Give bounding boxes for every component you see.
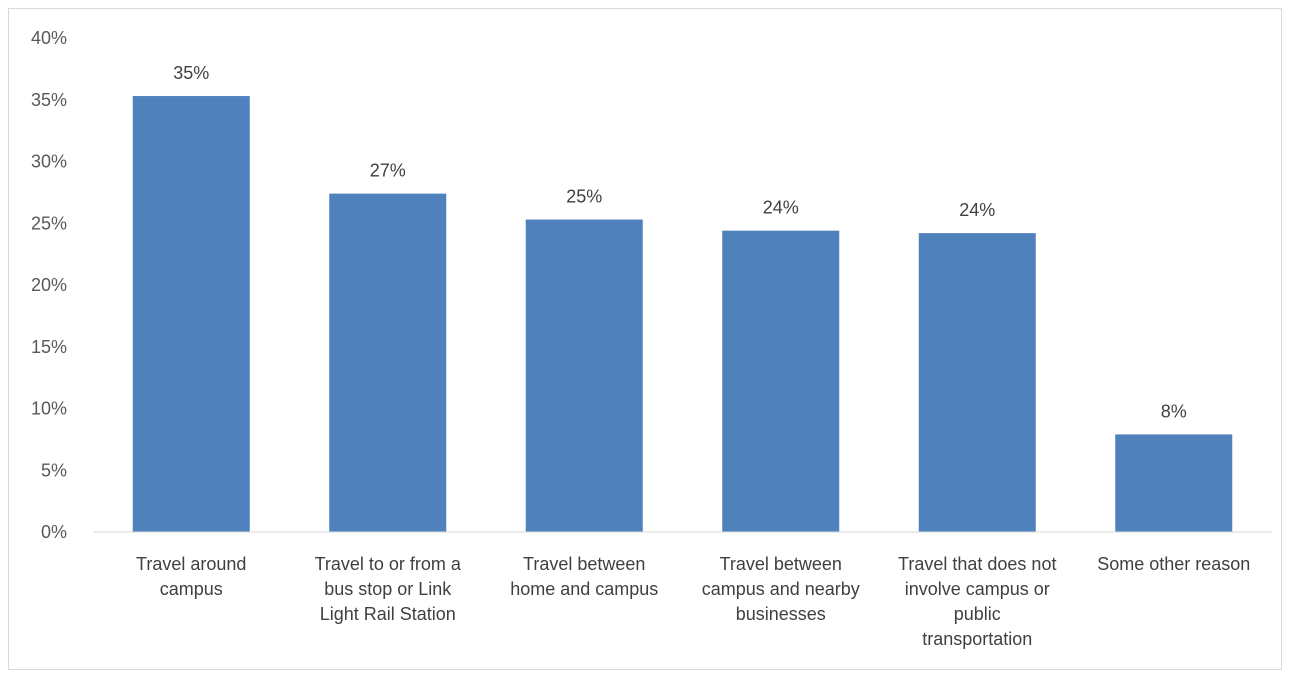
category-label: Travel around campus (136, 554, 246, 599)
category-label-line: bus stop or Link (324, 579, 452, 599)
bar (132, 96, 250, 533)
y-tick-label: 40% (31, 28, 67, 48)
category-label: Travel that does not involve campus or pub… (898, 554, 1056, 649)
category-label: Travel between home and campus (510, 554, 658, 599)
category-label-line: businesses (736, 604, 826, 624)
y-tick-label: 10% (31, 399, 67, 419)
category-label-line: transportation (922, 629, 1032, 649)
category-label-line: Some other reason (1097, 554, 1250, 574)
y-tick-label: 30% (31, 152, 67, 172)
y-tick-label: 5% (41, 460, 67, 480)
x-axis-category-labels: Travel around campus Travel to or from a bu… (136, 554, 1250, 649)
bar-data-label: 27% (370, 161, 406, 181)
category-label-line: Light Rail Station (320, 604, 456, 624)
category-label-line: Travel that does not (898, 554, 1056, 574)
bar-data-label: 35% (173, 63, 209, 83)
bar (918, 233, 1036, 532)
bar (1115, 434, 1233, 532)
bar-series (132, 96, 1233, 533)
bar-data-label: 25% (566, 187, 602, 207)
category-label-line: involve campus or (905, 579, 1050, 599)
category-label: Travel to or from a bus stop or Link Light… (315, 554, 462, 624)
y-tick-label: 35% (31, 90, 67, 110)
y-tick-label: 15% (31, 337, 67, 357)
data-labels: 35% 27% 25% 24% 24% 8% (173, 63, 1187, 421)
category-label: Travel between campus and nearby businesse… (702, 554, 860, 624)
bar (722, 230, 840, 532)
y-tick-label: 0% (41, 522, 67, 542)
y-tick-label: 20% (31, 275, 67, 295)
bar-data-label: 24% (959, 200, 995, 220)
y-axis-tick-labels: 0% 5% 10% 15% 20% 25% 30% 35% 40% (31, 28, 67, 542)
category-label-line: Travel between (523, 554, 645, 574)
bar (525, 219, 643, 533)
category-label-line: campus and nearby (702, 579, 860, 599)
category-label: Some other reason (1097, 554, 1250, 574)
y-tick-label: 25% (31, 213, 67, 233)
category-label-line: Travel to or from a (315, 554, 462, 574)
bar (329, 193, 447, 533)
category-label-line: campus (160, 579, 223, 599)
category-label-line: home and campus (510, 579, 658, 599)
category-label-line: Travel between (720, 554, 842, 574)
category-label-line: Travel around (136, 554, 246, 574)
bar-data-label: 8% (1161, 401, 1187, 421)
category-label-line: public (954, 604, 1001, 624)
bar-data-label: 24% (763, 198, 799, 218)
